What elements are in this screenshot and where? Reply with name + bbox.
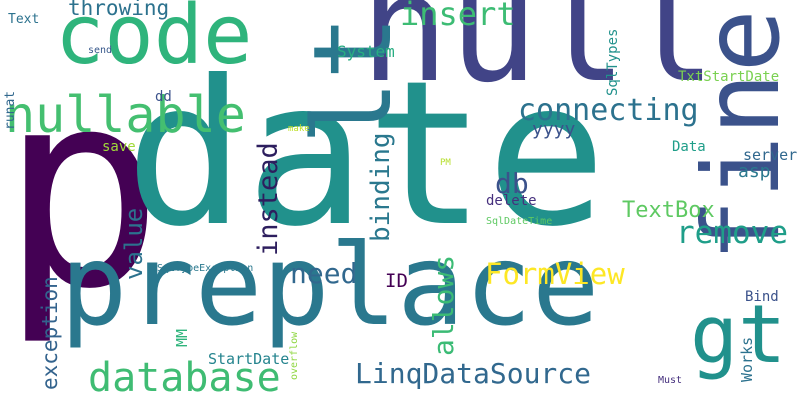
word-value: value bbox=[120, 207, 148, 280]
word-yyyy: yyyy bbox=[532, 119, 576, 140]
word-exception: exception bbox=[38, 276, 62, 390]
word-data: Data bbox=[672, 139, 706, 155]
word-save: save bbox=[102, 139, 136, 155]
word-asp: asp bbox=[738, 161, 771, 182]
word-formview: FormView bbox=[485, 257, 625, 291]
word-textbox: TextBox bbox=[622, 198, 715, 223]
word-nullable: nullable bbox=[5, 86, 246, 144]
word-allows: allows bbox=[427, 254, 460, 356]
word-binding: binding bbox=[366, 132, 396, 242]
word-instead: instead bbox=[253, 142, 284, 256]
word-sqltypeexception: SqlTypeException bbox=[157, 263, 254, 274]
word-db: db bbox=[495, 167, 529, 200]
word-delete: delete bbox=[486, 193, 537, 209]
word-date: date bbox=[125, 38, 607, 271]
word-id: ID bbox=[385, 270, 408, 292]
word-lt: lt bbox=[291, 14, 416, 145]
word-insert: insert bbox=[400, 0, 516, 33]
word-connecting: connecting bbox=[518, 93, 699, 128]
word-sqldatetime: SqlDateTime bbox=[486, 216, 553, 227]
word-txtstartdate: TxtStartDate bbox=[678, 69, 780, 85]
word-dd: dd bbox=[155, 89, 172, 105]
word-works: Works bbox=[738, 336, 756, 382]
word-throwing: throwing bbox=[68, 0, 170, 20]
word-linqdatasource: LinqDataSource bbox=[355, 357, 592, 390]
word-must: Must bbox=[658, 375, 683, 386]
word-text: Text bbox=[8, 12, 40, 27]
word-runat: runat bbox=[3, 90, 18, 130]
word-system: System bbox=[337, 42, 395, 61]
word-server: server bbox=[743, 146, 798, 164]
word-p: p bbox=[0, 33, 164, 349]
word-gt: gt bbox=[690, 288, 787, 381]
word-bind: Bind bbox=[745, 289, 779, 305]
word-mm: MM bbox=[173, 328, 191, 347]
word-database: database bbox=[88, 355, 281, 400]
word-pm: PM bbox=[440, 158, 451, 168]
word-code: code bbox=[55, 0, 253, 83]
word-make: make bbox=[288, 124, 310, 134]
word-null: null bbox=[360, 0, 717, 115]
word-remove: remove bbox=[676, 215, 788, 251]
word-overflow: overflow bbox=[289, 331, 300, 380]
word-startdate: StartDate bbox=[208, 350, 290, 368]
word-need: need bbox=[290, 257, 358, 290]
word-send: send bbox=[88, 45, 113, 56]
word-preplace: preplace bbox=[60, 221, 600, 351]
word-sqltypes: SqlTypes bbox=[605, 28, 621, 96]
